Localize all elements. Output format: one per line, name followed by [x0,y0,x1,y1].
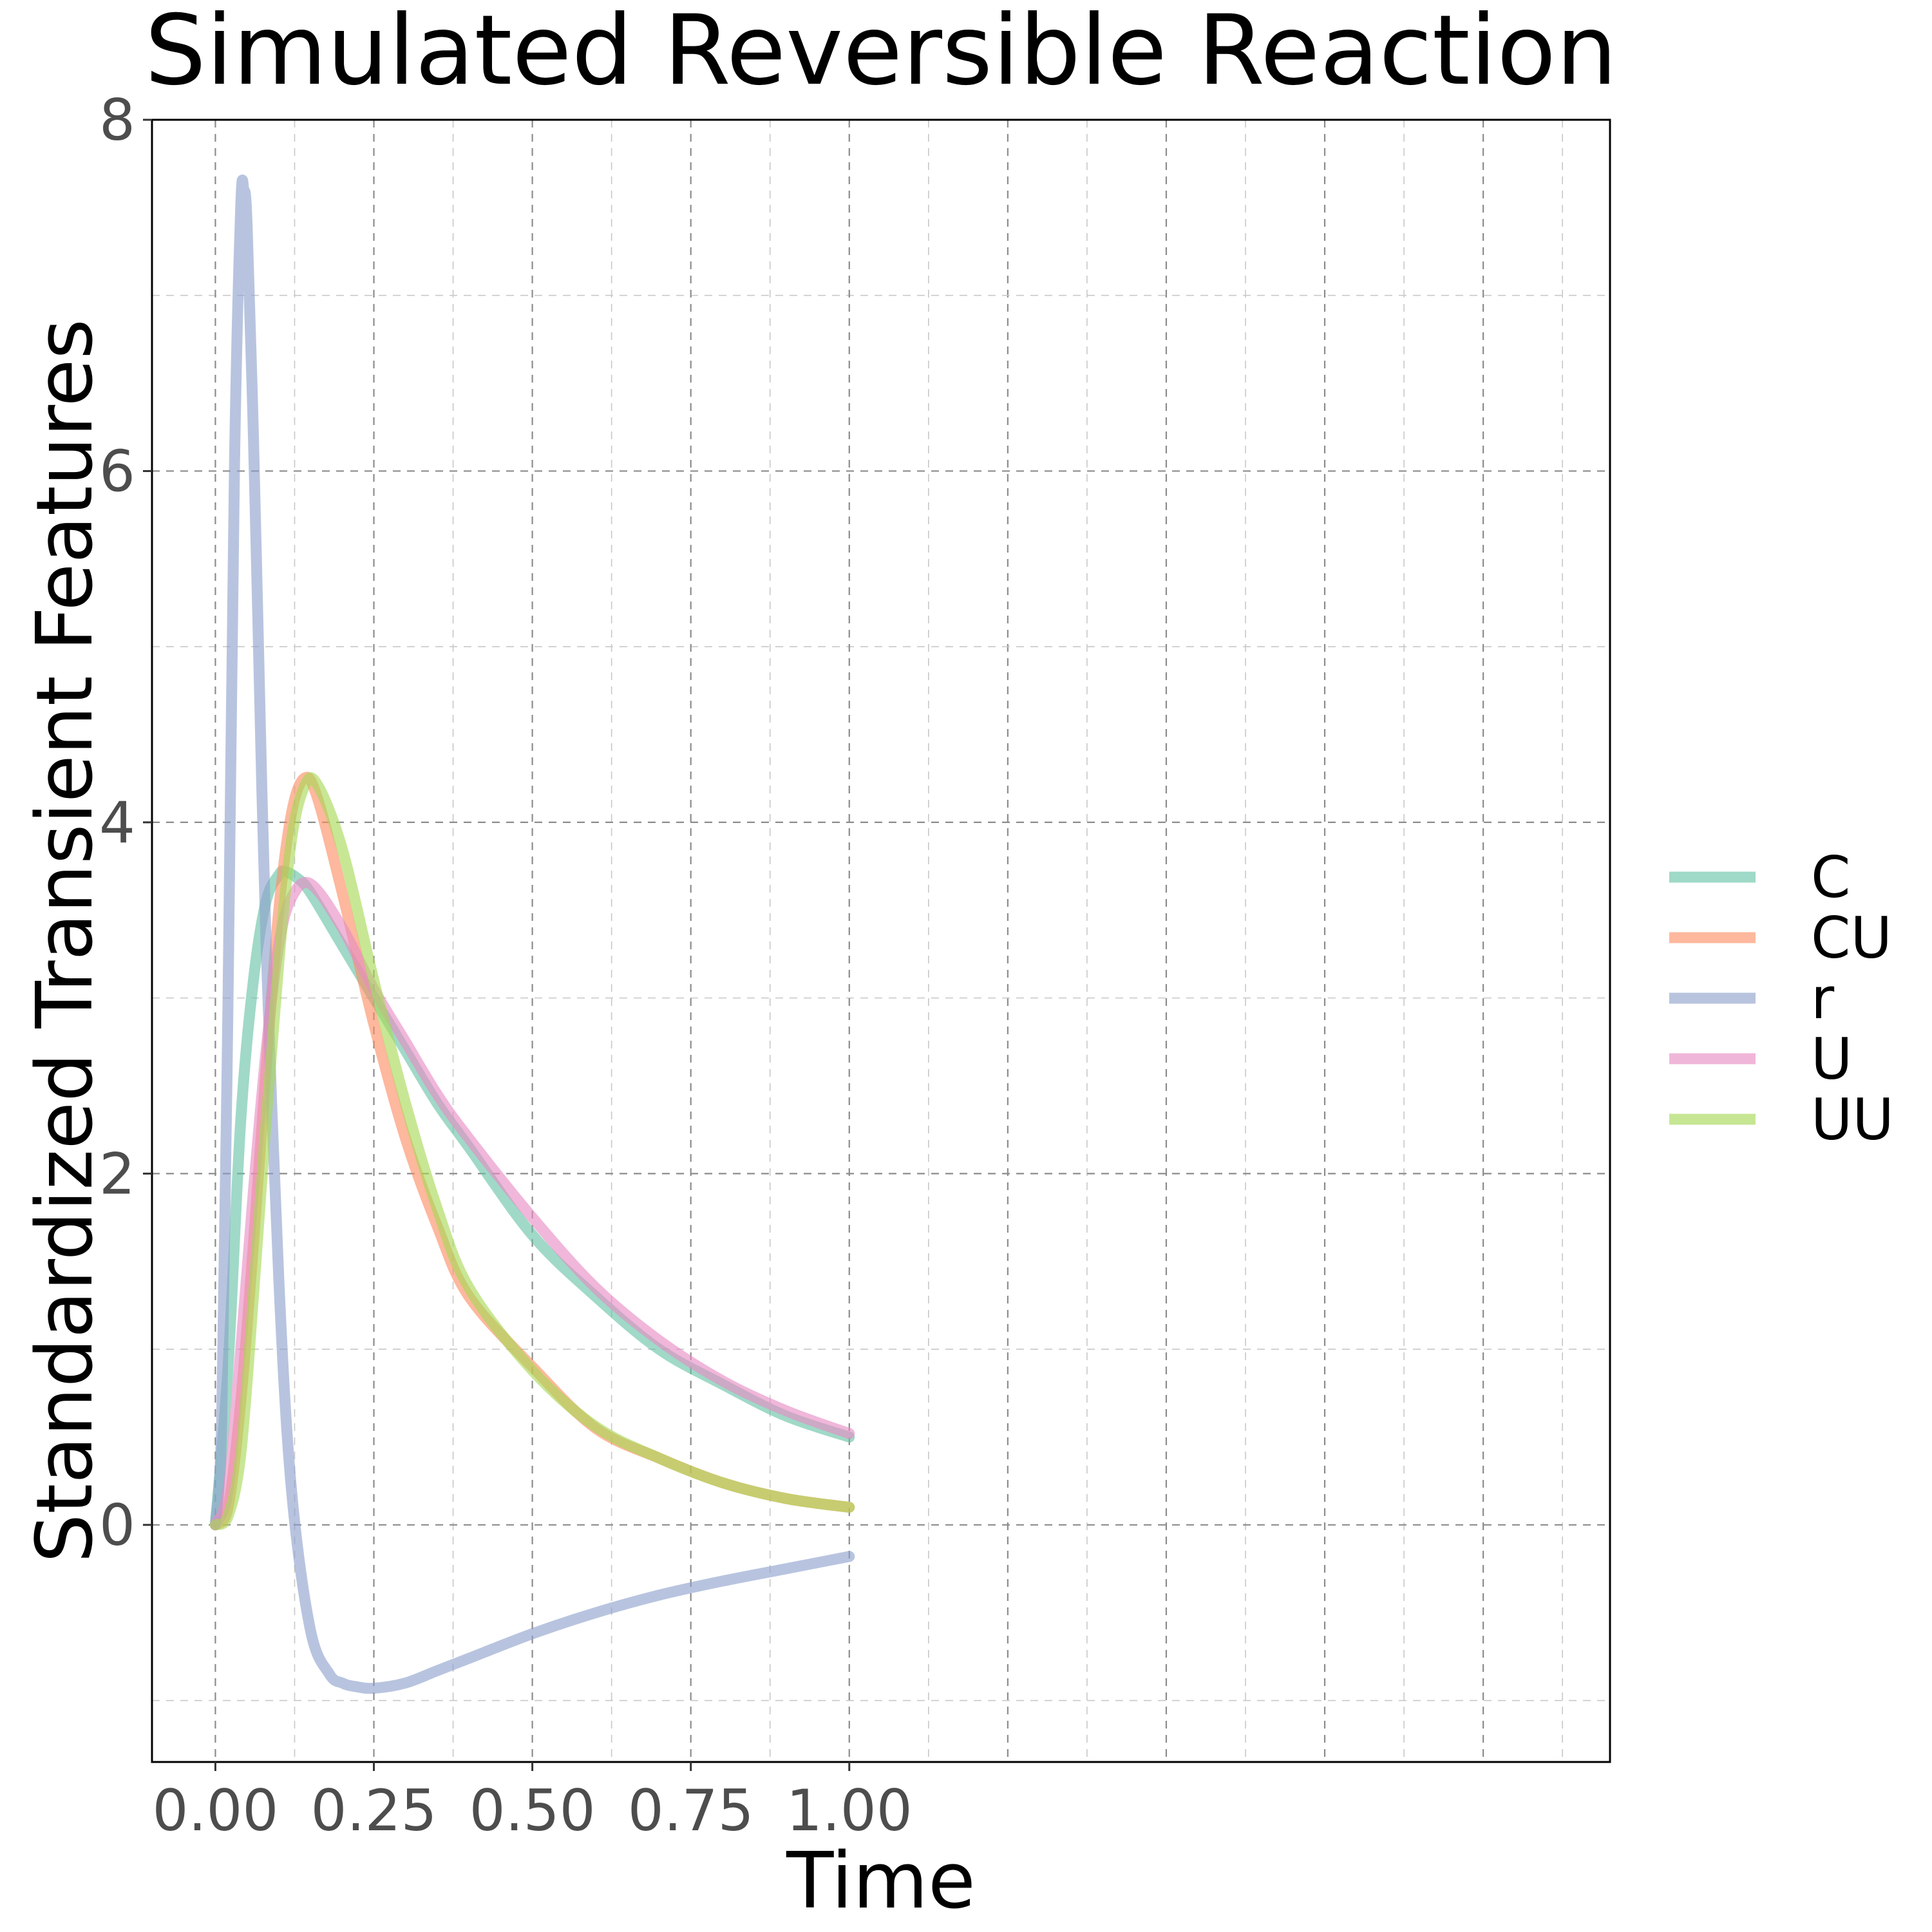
y-tick-label: 8 [99,87,135,153]
legend-item-cu: CU [1669,905,1892,971]
x-tick-label: 0.75 [628,1777,754,1844]
legend-item-uu: UU [1669,1086,1894,1153]
x-tick-label: 0.00 [152,1777,278,1844]
x-axis-title: Time [786,1837,976,1926]
legend-item-c: C [1669,844,1850,911]
y-axis-title: Standardized Transient Features [21,319,110,1563]
axis-ticks: 0.00 0.25 0.50 0.75 1.00 0 2 4 6 8 [99,87,913,1844]
legend-label-c: C [1811,844,1850,911]
y-tick-label: 4 [99,790,135,856]
x-tick-label: 0.50 [469,1777,596,1844]
legend-item-u: U [1669,1026,1852,1092]
series-line-c [209,866,855,1531]
panel-border [151,118,1611,1763]
legend-label-r: r [1811,965,1835,1032]
legend-item-r: r [1669,965,1835,1032]
y-tick-label: 0 [99,1492,135,1558]
grid [152,118,1610,1762]
x-tick-label: 0.25 [311,1777,437,1844]
chart-title: Simulated Reversible Reaction [145,0,1617,107]
legend-label-u: U [1811,1026,1852,1092]
plot-series [209,175,855,1694]
y-tick-label: 6 [99,438,135,504]
series-line-uu [209,772,855,1531]
legend-label-uu: UU [1811,1086,1894,1153]
legend-label-cu: CU [1811,905,1892,971]
y-tick-label: 2 [99,1141,135,1207]
x-tick-label: 1.00 [786,1777,913,1844]
